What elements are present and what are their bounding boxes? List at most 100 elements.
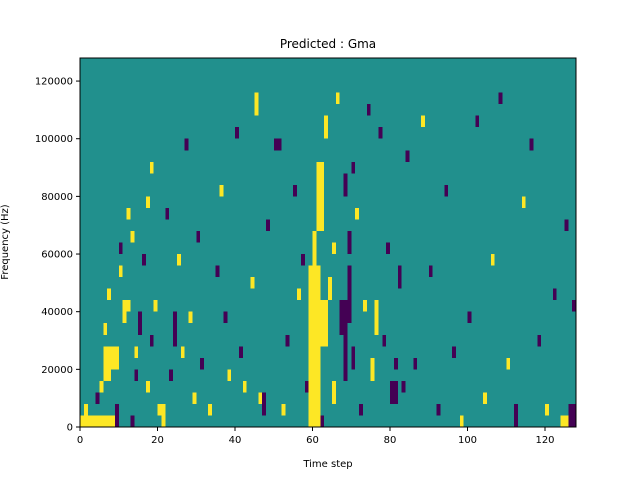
axes-frame bbox=[79, 57, 577, 428]
heatmap-cell bbox=[285, 334, 290, 347]
x-tick-label: 40 bbox=[229, 435, 242, 446]
heatmap-background bbox=[80, 58, 576, 427]
y-axis-ticks: 0 20000 40000 60000 80000 100000 120000 bbox=[35, 77, 80, 434]
heatmap-cell bbox=[378, 127, 383, 139]
heatmap-cell bbox=[506, 357, 511, 370]
heatmap-cell bbox=[324, 115, 328, 139]
heatmap-cell bbox=[142, 254, 146, 266]
heatmap-cell bbox=[552, 288, 557, 301]
heatmap-cell bbox=[266, 219, 270, 231]
heatmap-cell bbox=[242, 380, 247, 393]
heatmap-cell bbox=[459, 415, 464, 427]
heatmap-cell bbox=[184, 138, 189, 151]
heatmap-cell bbox=[145, 196, 150, 208]
heatmap-cell bbox=[366, 104, 371, 116]
heatmap-cell bbox=[273, 138, 282, 151]
heatmap-cell bbox=[207, 403, 212, 416]
heatmap-cell bbox=[564, 219, 569, 231]
heatmap-cell bbox=[328, 277, 332, 301]
heatmap-cell bbox=[188, 311, 193, 324]
heatmap-cell bbox=[99, 380, 104, 393]
heatmap-cell bbox=[149, 161, 154, 174]
heatmap-cell bbox=[196, 230, 201, 243]
heatmap-cell bbox=[320, 300, 328, 347]
heatmap-cell bbox=[219, 184, 224, 197]
heatmap-cell bbox=[370, 357, 375, 381]
heatmap-cell bbox=[130, 415, 135, 427]
heatmap-cell bbox=[304, 380, 309, 393]
heatmap-cell bbox=[297, 288, 301, 301]
heatmap-cell bbox=[467, 311, 472, 324]
heatmap-cell bbox=[95, 392, 100, 404]
heatmap-cell bbox=[122, 300, 127, 324]
heatmap-cell bbox=[83, 403, 88, 416]
heatmap-cell bbox=[331, 380, 336, 404]
heatmap-cell bbox=[382, 334, 387, 347]
heatmap-cell bbox=[192, 392, 197, 404]
heatmap-cell bbox=[351, 161, 356, 174]
y-tick-label: 100000 bbox=[35, 134, 73, 145]
heatmap-cell bbox=[308, 265, 321, 427]
heatmap-cell bbox=[153, 300, 158, 312]
heatmap-cell bbox=[343, 173, 348, 197]
heatmap-cell bbox=[169, 369, 173, 381]
heatmap-cell bbox=[362, 300, 367, 312]
heatmap-cell bbox=[223, 311, 228, 324]
heatmap-cell bbox=[428, 265, 433, 278]
heatmap-cell bbox=[545, 403, 549, 416]
heatmap-cell bbox=[490, 254, 495, 266]
heatmap-cell bbox=[397, 265, 402, 289]
heatmap-cell bbox=[405, 150, 410, 162]
heatmap-cell bbox=[483, 392, 487, 404]
heatmap-cell bbox=[173, 311, 177, 347]
heatmap-cell bbox=[386, 242, 390, 255]
heatmap-cell bbox=[254, 92, 259, 116]
heatmap-cell bbox=[343, 300, 348, 381]
heatmap-cell bbox=[514, 403, 518, 427]
heatmap-cell bbox=[103, 323, 108, 335]
x-tick-label: 120 bbox=[535, 435, 554, 446]
heatmap-cells bbox=[80, 92, 576, 427]
heatmap-cell bbox=[572, 300, 576, 312]
x-tick-label: 60 bbox=[306, 435, 319, 446]
y-axis-label: Frequency (Hz) bbox=[0, 204, 11, 280]
heatmap-cell bbox=[103, 346, 111, 381]
y-tick-label: 0 bbox=[67, 423, 73, 434]
heatmap-cell bbox=[238, 346, 243, 358]
heatmap-cell bbox=[176, 254, 181, 266]
heatmap-cell bbox=[347, 265, 352, 324]
heatmap-cell bbox=[215, 265, 220, 278]
heatmap-cell bbox=[126, 300, 131, 312]
heatmap-cell bbox=[200, 357, 204, 370]
heatmap-cell bbox=[180, 346, 185, 358]
heatmap-cell bbox=[529, 138, 534, 151]
heatmap-cell bbox=[293, 184, 297, 197]
heatmap-cell bbox=[235, 127, 239, 139]
heatmap-cell bbox=[339, 300, 344, 335]
heatmap-cell bbox=[126, 207, 131, 220]
heatmap-cell bbox=[401, 380, 406, 393]
heatmap-cell bbox=[118, 265, 123, 278]
heatmap-cell bbox=[161, 403, 166, 427]
heatmap-cell bbox=[258, 392, 263, 404]
chart-title: Predicted : Gma bbox=[280, 37, 376, 51]
heatmap-cell bbox=[316, 161, 325, 231]
y-tick-label: 120000 bbox=[35, 77, 73, 88]
heatmap-cell bbox=[335, 92, 340, 105]
heatmap-cell bbox=[138, 311, 142, 335]
heatmap-cell bbox=[134, 346, 139, 358]
x-tick-label: 100 bbox=[458, 435, 477, 446]
heatmap-cell bbox=[359, 403, 363, 416]
heatmap-cell bbox=[421, 115, 425, 128]
heatmap-cell bbox=[355, 207, 359, 220]
heatmap-cell bbox=[300, 254, 305, 266]
x-axis-label: Time step bbox=[302, 459, 352, 470]
heatmap-cell bbox=[145, 380, 150, 393]
heatmap-cell bbox=[347, 230, 352, 255]
heatmap-cell bbox=[281, 403, 286, 416]
heatmap-cell bbox=[390, 380, 398, 404]
heatmap-cell bbox=[118, 242, 123, 255]
heatmap-cell bbox=[568, 403, 576, 427]
heatmap-cell bbox=[130, 230, 135, 243]
